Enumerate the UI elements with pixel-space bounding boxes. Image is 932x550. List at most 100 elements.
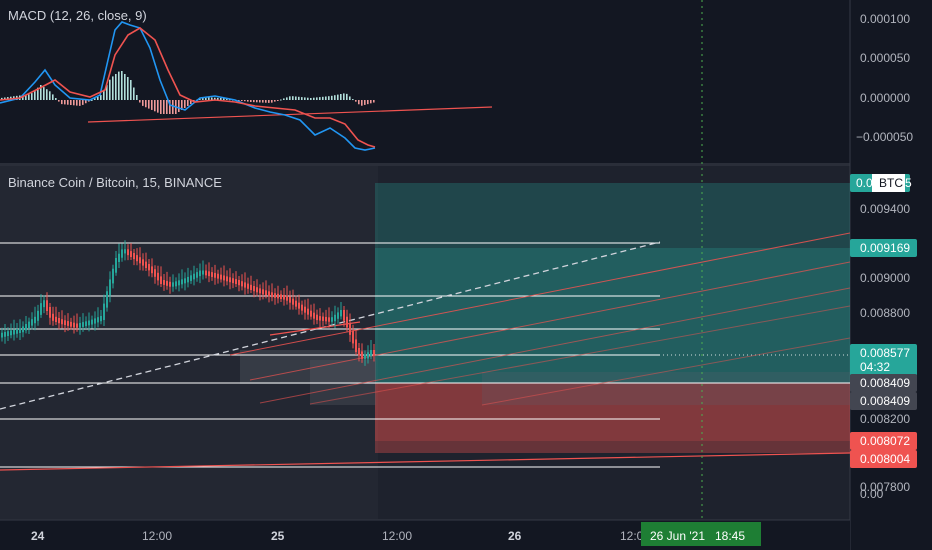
candle-body <box>280 294 282 299</box>
histogram-bar <box>325 96 327 100</box>
candle-body <box>313 312 315 319</box>
candle-body <box>136 255 138 262</box>
candle-body <box>124 249 126 254</box>
candle-body <box>52 313 54 321</box>
support-trendline[interactable] <box>0 452 850 471</box>
histogram-bar <box>208 97 210 100</box>
histogram-bar <box>67 100 69 105</box>
channel-line[interactable] <box>229 232 850 356</box>
candle-body <box>25 324 27 331</box>
candle-body <box>67 321 69 326</box>
candle-body <box>205 270 207 276</box>
svg-text:0.008004: 0.008004 <box>860 452 910 466</box>
candle-body <box>172 282 174 287</box>
macd-line <box>0 21 376 151</box>
candle-body <box>139 257 141 264</box>
histogram-bar <box>217 97 219 100</box>
candle-body <box>73 322 75 328</box>
stop-price-badge: 0.008004 <box>850 450 917 468</box>
histogram-bar <box>346 93 348 100</box>
candle-body <box>340 310 342 317</box>
candle-body <box>22 326 24 333</box>
histogram-bar <box>355 100 357 102</box>
current-price-badge: 0.008577 04:32 <box>850 344 917 376</box>
histogram-bar <box>85 100 87 104</box>
candle-body <box>148 264 150 271</box>
histogram-bar <box>220 98 222 100</box>
channel-line[interactable] <box>259 287 850 404</box>
candle-body <box>190 275 192 281</box>
histogram-bar <box>1 97 3 100</box>
macd-trendline[interactable] <box>87 106 493 123</box>
candle-body <box>286 295 288 301</box>
candle-body <box>19 328 21 333</box>
pane-divider[interactable] <box>0 163 932 166</box>
dashed-trendline[interactable] <box>0 241 661 410</box>
channel-line[interactable] <box>481 337 850 406</box>
candle-body <box>373 350 375 356</box>
candle-body <box>163 280 165 285</box>
candle-body <box>337 312 339 319</box>
histogram-bar <box>328 96 330 100</box>
candle-body <box>130 251 132 257</box>
candle-body <box>259 288 261 294</box>
candle-body <box>358 348 360 356</box>
profit-zone[interactable] <box>375 183 850 383</box>
histogram-bar <box>46 89 48 100</box>
histogram-bar <box>292 96 294 100</box>
channel-line[interactable] <box>309 305 850 405</box>
candle-body <box>160 276 162 284</box>
candle-body <box>292 298 294 305</box>
candle-body <box>274 293 276 298</box>
histogram-bar <box>88 100 90 102</box>
histogram-bar <box>268 100 270 103</box>
histogram-bar <box>334 95 336 100</box>
range-box-3 <box>482 372 850 405</box>
histogram-bar <box>259 100 261 103</box>
histogram-bar <box>364 100 366 105</box>
histogram-bar <box>64 100 66 105</box>
candle-body <box>247 283 249 289</box>
candle-body <box>58 318 60 324</box>
histogram-bar <box>298 96 300 100</box>
candle-body <box>61 319 63 325</box>
histogram-bar <box>265 100 267 103</box>
loss-zone[interactable] <box>375 383 850 453</box>
histogram-bar <box>97 96 99 100</box>
svg-text:0.0: 0.0 <box>856 176 873 190</box>
candle-body <box>256 287 258 293</box>
svg-text:0.009169: 0.009169 <box>860 241 910 255</box>
histogram-bar <box>70 100 72 105</box>
candle-body <box>265 290 267 296</box>
histogram-bar <box>40 85 42 100</box>
channel-line[interactable] <box>269 321 361 336</box>
candle-body <box>211 272 213 277</box>
time-axis-label: 12:00 <box>142 529 172 543</box>
candle-body <box>232 278 234 284</box>
candle-body <box>28 321 30 328</box>
histogram-bar <box>163 100 165 114</box>
histogram-bar <box>313 97 315 100</box>
candle-body <box>187 276 189 283</box>
histogram-bar <box>226 98 228 100</box>
candle-body <box>202 270 204 275</box>
histogram-bar <box>43 87 45 100</box>
macd-pane <box>0 0 850 163</box>
candle-body <box>154 269 156 277</box>
candle-body <box>199 270 201 277</box>
channel-line[interactable] <box>249 261 850 381</box>
candle-body <box>181 279 183 285</box>
time-axis-label: 12:0 <box>620 529 644 543</box>
histogram-bar <box>94 98 96 100</box>
histogram-bar <box>301 97 303 100</box>
candle-body <box>250 284 252 290</box>
candle-body <box>244 282 246 288</box>
histogram-bar <box>172 100 174 114</box>
candle-body <box>319 316 321 321</box>
candle-body <box>64 320 66 326</box>
candle-body <box>157 272 159 281</box>
svg-text:0.008409: 0.008409 <box>860 394 910 408</box>
candle-body <box>316 314 318 321</box>
histogram-bar <box>241 100 243 101</box>
